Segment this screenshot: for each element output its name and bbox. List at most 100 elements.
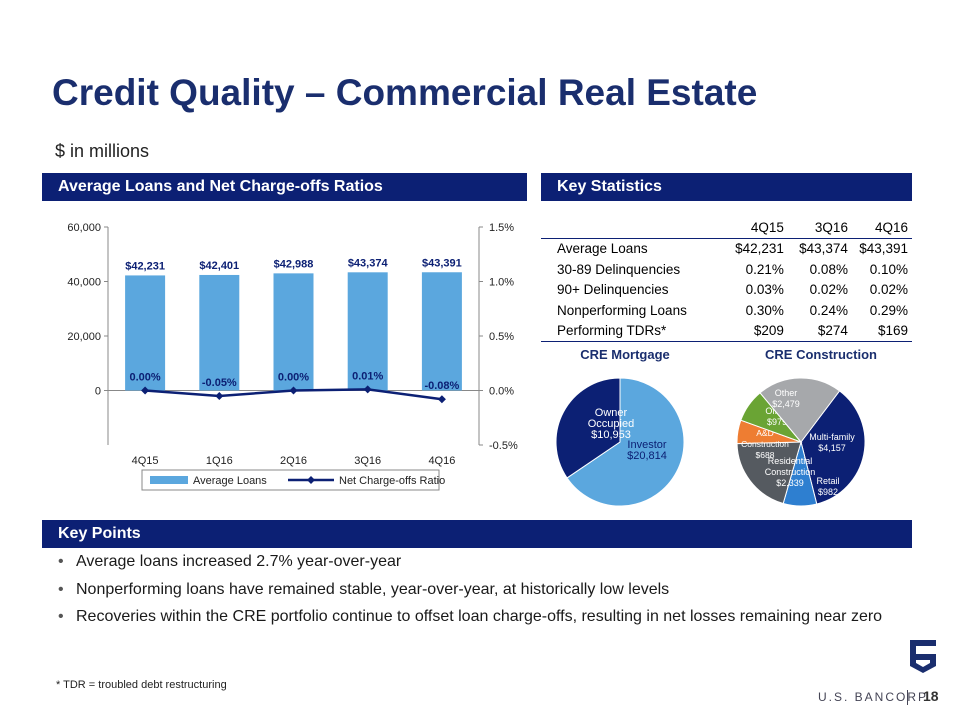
stats-cell: 0.24% — [809, 302, 848, 318]
key-point-item: • Nonperforming loans have remained stabl… — [58, 580, 882, 608]
pie-slice — [736, 441, 802, 505]
stats-row: Performing TDRs* $209 $274 $169 — [541, 320, 912, 342]
key-points-list: • Average loans increased 2.7% year-over-… — [58, 552, 882, 635]
pie-slice-label: $2,479 — [772, 399, 800, 409]
pie-slice-label: $20,814 — [627, 450, 667, 462]
bullet-icon: • — [58, 608, 64, 625]
stats-header-row: 4Q15 3Q16 4Q16 — [541, 217, 912, 239]
y2-tick-label: 0.0% — [489, 386, 514, 398]
pie-slice-label: Construction — [741, 439, 789, 449]
stats-column-header: 4Q15 — [719, 217, 784, 239]
x-tick-label: 1Q16 — [206, 455, 233, 467]
page-title: Credit Quality – Commercial Real Estate — [52, 72, 758, 113]
shield-logo-icon — [910, 640, 936, 673]
bullet-icon: • — [58, 553, 64, 570]
pie-slice-label: Retail — [816, 476, 839, 486]
units-subtitle: $ in millions — [55, 141, 150, 161]
pie-slice-label: A&D — [756, 428, 773, 438]
stats-cell: 0.03% — [745, 282, 784, 298]
bar — [199, 274, 240, 391]
footnote: * TDR = troubled debt restructuring — [56, 679, 227, 691]
stats-cell: $43,391 — [859, 241, 908, 257]
stats-row-label: 90+ Delinquencies — [557, 282, 669, 298]
key-point-text: Nonperforming loans have remained stable… — [76, 580, 670, 598]
stats-section-header: Key Statistics — [541, 173, 912, 201]
legend-label-line: Net Charge-offs Ratio — [339, 475, 445, 487]
stats-cell: $274 — [783, 320, 848, 342]
key-points-section-header: Key Points — [42, 520, 912, 548]
y-tick-label: 40,000 — [67, 277, 101, 289]
y-tick-label: 60,000 — [67, 222, 101, 234]
x-tick-label: 2Q16 — [280, 455, 307, 467]
stats-row: 90+ Delinquencies 0.03% 0.02% 0.02% — [541, 280, 912, 301]
stats-cell: 0.29% — [869, 302, 908, 318]
x-tick-label: 4Q16 — [428, 455, 455, 467]
pie-slice — [555, 377, 621, 479]
y2-tick-label: 0.5% — [489, 331, 514, 343]
bar — [421, 272, 462, 391]
stats-column-header: 4Q16 — [847, 217, 912, 239]
y2-tick-label: -0.5% — [489, 440, 518, 452]
stats-row-label: Nonperforming Loans — [557, 302, 687, 318]
key-point-text: Recoveries within the CRE portfolio cont… — [76, 608, 883, 625]
pie-slice-label: $979 — [767, 417, 787, 427]
line-value-label: -0.08% — [424, 380, 459, 392]
x-tick-label: 3Q16 — [354, 455, 381, 467]
stats-row-label: Average Loans — [557, 241, 648, 257]
pie-slice — [566, 377, 685, 507]
line-value-label: 0.00% — [278, 372, 309, 384]
y-tick-label: 20,000 — [67, 331, 101, 343]
stats-cell: $209 — [719, 320, 784, 342]
stats-row: Nonperforming Loans 0.30% 0.24% 0.29% — [541, 300, 912, 321]
x-tick-label: 4Q15 — [132, 455, 159, 467]
stats-row: 30-89 Delinquencies 0.21% 0.08% 0.10% — [541, 259, 912, 280]
legend-marker — [307, 476, 315, 484]
pie-title: CRE Mortgage — [580, 347, 670, 362]
line-marker — [289, 386, 298, 395]
stats-cell: 0.08% — [809, 261, 848, 277]
line-value-label: -0.05% — [202, 377, 237, 389]
pie-slice-label: $688 — [756, 450, 775, 460]
line-marker — [215, 391, 224, 400]
chart-section-header: Average Loans and Net Charge-offs Ratios — [42, 173, 527, 201]
stats-cell: $169 — [847, 320, 912, 342]
bar-value-label: $43,391 — [422, 257, 462, 269]
line-marker — [141, 386, 150, 395]
bar — [273, 273, 314, 391]
loans-chargeoff-chart: 60,000 40,000 20,000 0 1.5% 1.0% 0.5% 0.0% -0.5%… — [67, 222, 518, 491]
pie-slice-label: Residential — [768, 456, 813, 466]
stats-cell: 0.02% — [809, 282, 848, 298]
chart-legend: Average Loans Net Charge-offs Ratio — [141, 469, 445, 491]
pie-slice-label: Construction — [765, 467, 816, 477]
y2-tick-label: 1.5% — [489, 222, 514, 234]
bar-value-label: $42,988 — [274, 258, 314, 270]
stats-row-label: Performing TDRs* — [541, 320, 720, 342]
pie-slice-label: $982 — [818, 487, 838, 497]
pie-slice-label: Investor — [627, 439, 666, 451]
pie-slice-label: Multi-family — [809, 432, 855, 442]
stats-corner-cell — [541, 217, 720, 239]
stats-cell: 0.02% — [869, 282, 908, 298]
stats-cell: 0.30% — [745, 302, 784, 318]
pie-slice-label: $4,157 — [818, 443, 846, 453]
cre-pie-charts: CRE Mortgage Investor$20,814 OwnerOccupied… — [555, 347, 877, 507]
pie-slice-label: $10,953 — [591, 429, 631, 441]
bar — [347, 272, 388, 391]
pie-slice-label: $2,339 — [776, 478, 804, 488]
y-tick-label: 0 — [95, 386, 101, 398]
brand-name: U.S. BANCORP — [818, 690, 929, 704]
bullet-icon: • — [58, 580, 64, 598]
legend-label-bars: Average Loans — [193, 475, 267, 487]
y2-tick-label: 1.0% — [489, 277, 514, 289]
bar — [125, 275, 166, 391]
line-value-label: 0.01% — [352, 370, 383, 382]
page-number: 18 — [923, 688, 939, 704]
pie-slice — [800, 390, 866, 505]
pie-slice-label: Occupied — [588, 418, 634, 430]
line-value-label: 0.00% — [129, 372, 160, 384]
line-marker — [363, 385, 372, 394]
legend-swatch-bars — [150, 476, 188, 484]
stats-row-label: 30-89 Delinquencies — [557, 261, 681, 277]
pie-slice-label: Owner — [595, 407, 628, 419]
key-statistics-table: 4Q15 3Q16 4Q16 Average Loans $42,231 $43,374 $… — [541, 217, 912, 342]
